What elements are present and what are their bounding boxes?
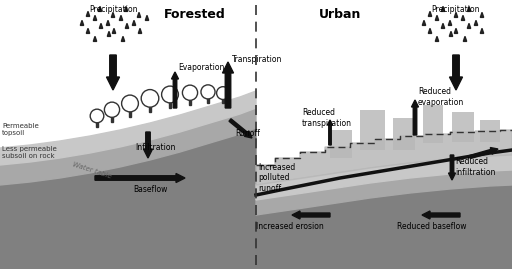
Bar [452, 112, 474, 142]
Text: Permeable
topsoil: Permeable topsoil [2, 123, 39, 136]
Polygon shape [80, 20, 83, 25]
Text: Precipitation: Precipitation [89, 5, 137, 14]
Polygon shape [435, 15, 439, 20]
Polygon shape [0, 128, 256, 269]
Polygon shape [450, 31, 453, 36]
Text: Reduced
transpiration: Reduced transpiration [302, 108, 352, 128]
Text: Forested: Forested [164, 8, 226, 21]
Polygon shape [98, 6, 102, 11]
Polygon shape [93, 15, 97, 20]
Circle shape [182, 85, 198, 100]
Polygon shape [422, 20, 425, 25]
Polygon shape [429, 28, 432, 33]
Polygon shape [441, 6, 445, 11]
Text: Water table: Water table [72, 161, 113, 179]
Bar [207, 94, 209, 103]
Bar [480, 120, 500, 142]
Bar [222, 95, 224, 103]
FancyArrow shape [95, 174, 185, 182]
Text: Infiltration: Infiltration [135, 143, 176, 152]
Polygon shape [87, 11, 90, 16]
Text: Reduced baseflow: Reduced baseflow [397, 222, 467, 231]
Text: Baseflow: Baseflow [133, 185, 167, 194]
Polygon shape [467, 23, 471, 29]
Polygon shape [463, 36, 466, 41]
Polygon shape [429, 11, 432, 16]
Polygon shape [454, 28, 458, 33]
Polygon shape [121, 36, 125, 41]
FancyArrow shape [449, 155, 456, 180]
FancyArrow shape [106, 55, 119, 90]
Polygon shape [0, 108, 256, 185]
Circle shape [122, 95, 138, 112]
FancyArrow shape [223, 62, 233, 108]
Polygon shape [480, 12, 484, 17]
Polygon shape [112, 28, 116, 33]
FancyArrow shape [292, 211, 330, 219]
Text: Less permeable
subsoil on rock: Less permeable subsoil on rock [2, 146, 57, 158]
Polygon shape [119, 15, 123, 20]
Circle shape [90, 109, 104, 123]
Circle shape [162, 86, 178, 103]
Polygon shape [111, 12, 115, 17]
Bar [393, 118, 415, 150]
Bar [330, 130, 352, 158]
FancyArrow shape [143, 132, 153, 158]
Bar [168, 97, 172, 108]
Bar [360, 110, 385, 150]
Polygon shape [93, 36, 97, 41]
FancyArrow shape [412, 100, 418, 135]
FancyArrow shape [422, 211, 460, 219]
Polygon shape [145, 15, 148, 20]
Polygon shape [137, 12, 141, 17]
Text: Runoff: Runoff [235, 129, 260, 137]
Polygon shape [256, 170, 512, 215]
Text: Precipitation: Precipitation [432, 5, 480, 14]
Text: Increased
polluted
runoff: Increased polluted runoff [258, 163, 295, 193]
Text: Reduced
evaporation: Reduced evaporation [418, 87, 464, 107]
Polygon shape [106, 20, 110, 25]
Bar [129, 106, 131, 116]
Polygon shape [454, 12, 458, 17]
Polygon shape [99, 23, 103, 29]
Polygon shape [474, 20, 478, 25]
Polygon shape [441, 23, 445, 29]
Circle shape [217, 87, 229, 100]
Bar [189, 95, 191, 104]
Polygon shape [449, 20, 452, 25]
Circle shape [201, 85, 215, 99]
Circle shape [104, 102, 120, 117]
Polygon shape [435, 36, 439, 41]
Polygon shape [108, 31, 111, 36]
Bar [423, 105, 443, 143]
Polygon shape [461, 15, 465, 20]
FancyArrow shape [450, 55, 462, 90]
Polygon shape [125, 23, 129, 29]
Polygon shape [256, 185, 512, 269]
FancyArrow shape [172, 72, 179, 108]
FancyArrow shape [470, 148, 498, 158]
FancyArrow shape [229, 119, 252, 138]
Polygon shape [87, 28, 90, 33]
Polygon shape [480, 28, 484, 33]
Polygon shape [467, 6, 471, 11]
Bar [111, 112, 113, 122]
Bar [148, 101, 152, 112]
Polygon shape [0, 91, 256, 165]
Polygon shape [256, 130, 512, 185]
Text: Evaporation: Evaporation [178, 63, 224, 73]
Text: Reduced
infiltration: Reduced infiltration [455, 157, 496, 177]
Polygon shape [256, 155, 512, 200]
FancyArrow shape [328, 120, 332, 145]
Bar [96, 118, 98, 126]
Polygon shape [124, 6, 127, 11]
Text: Increased erosion: Increased erosion [256, 222, 324, 231]
Polygon shape [138, 28, 142, 33]
Polygon shape [132, 20, 136, 25]
Text: Transpiration: Transpiration [232, 55, 283, 65]
Text: Urban: Urban [319, 8, 361, 21]
Circle shape [141, 90, 159, 107]
